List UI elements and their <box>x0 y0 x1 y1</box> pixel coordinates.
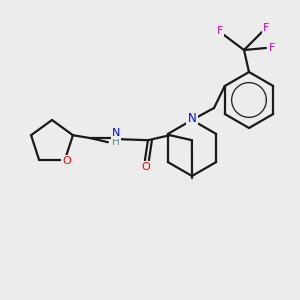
Text: H: H <box>112 137 120 147</box>
Text: F: F <box>269 43 275 53</box>
Text: F: F <box>263 23 269 33</box>
Text: F: F <box>217 26 223 36</box>
Text: O: O <box>63 156 71 166</box>
Text: O: O <box>142 162 150 172</box>
Text: N: N <box>112 128 120 138</box>
Text: N: N <box>188 112 196 124</box>
